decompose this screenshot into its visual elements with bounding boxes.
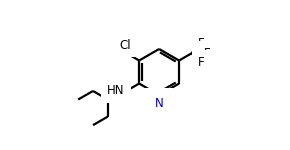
Text: F: F [198, 56, 204, 69]
Text: HN: HN [107, 84, 125, 98]
Text: N: N [155, 97, 164, 110]
Text: F: F [204, 47, 210, 60]
Text: Cl: Cl [120, 39, 131, 52]
Text: F: F [198, 37, 204, 50]
